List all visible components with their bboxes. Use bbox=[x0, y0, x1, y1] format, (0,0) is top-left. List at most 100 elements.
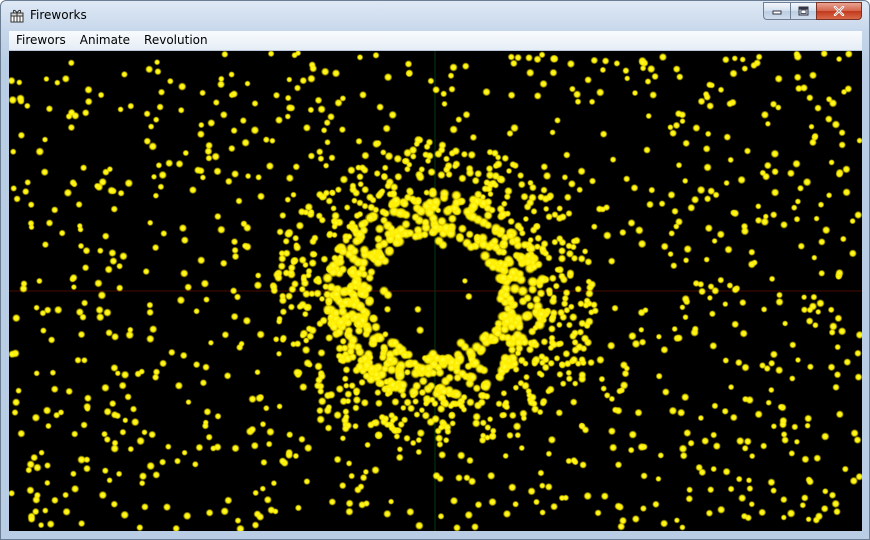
firework-particle bbox=[760, 306, 768, 313]
firework-particle bbox=[400, 404, 407, 412]
firework-particle bbox=[460, 342, 470, 352]
firework-particle bbox=[811, 132, 819, 140]
firework-particle bbox=[327, 390, 336, 400]
firework-particle bbox=[848, 249, 857, 258]
firework-particle bbox=[614, 461, 623, 469]
firework-particle bbox=[285, 173, 294, 183]
firework-particle bbox=[538, 482, 546, 490]
firework-particle bbox=[490, 236, 500, 246]
firework-particle bbox=[499, 238, 509, 248]
firework-particle bbox=[562, 494, 570, 502]
firework-particle bbox=[148, 142, 158, 151]
firework-particle bbox=[276, 228, 284, 236]
firework-particle bbox=[427, 77, 435, 85]
firework-particle bbox=[327, 260, 339, 271]
firework-particle bbox=[101, 430, 108, 438]
firework-particle bbox=[244, 172, 252, 180]
firework-particle bbox=[702, 144, 711, 153]
firework-particle bbox=[120, 370, 130, 380]
firework-particle bbox=[474, 363, 486, 375]
firework-particle bbox=[354, 326, 364, 336]
maximize-button[interactable] bbox=[790, 2, 816, 20]
firework-particle bbox=[627, 218, 636, 228]
firework-particle bbox=[748, 248, 756, 256]
firework-particle bbox=[517, 180, 526, 189]
firework-particle bbox=[119, 428, 127, 436]
firework-particle bbox=[309, 237, 317, 246]
firework-particle bbox=[516, 252, 526, 263]
firework-particle bbox=[362, 468, 370, 476]
firework-particle bbox=[259, 420, 267, 428]
firework-particle bbox=[32, 495, 41, 504]
firework-particle bbox=[463, 474, 471, 482]
menu-revolution[interactable]: Revolution bbox=[144, 33, 208, 47]
firework-particle bbox=[806, 306, 814, 314]
firework-particle bbox=[445, 228, 457, 240]
firework-particle bbox=[287, 303, 296, 311]
firework-particle bbox=[424, 157, 432, 165]
firework-particle bbox=[563, 306, 571, 314]
firework-particle bbox=[709, 341, 718, 350]
firework-particle bbox=[800, 494, 809, 502]
firework-particle bbox=[827, 306, 835, 314]
menu-animate[interactable]: Animate bbox=[79, 33, 131, 47]
firework-particle bbox=[145, 65, 154, 74]
firework-particle bbox=[685, 494, 694, 503]
firework-particle bbox=[556, 321, 563, 329]
firework-particle bbox=[525, 345, 535, 354]
firework-particle bbox=[333, 455, 342, 464]
firework-particle bbox=[372, 139, 381, 149]
firework-particle bbox=[235, 343, 244, 352]
menu-firewors[interactable]: Firewors bbox=[16, 33, 66, 47]
firework-particle bbox=[361, 359, 373, 371]
title-bar[interactable]: Fireworks bbox=[1, 1, 869, 29]
firework-particle bbox=[539, 509, 546, 516]
fireworks-canvas[interactable] bbox=[9, 51, 862, 531]
firework-particle bbox=[743, 437, 752, 446]
firework-particle bbox=[279, 334, 288, 342]
firework-particle bbox=[255, 173, 263, 181]
firework-particle bbox=[442, 422, 452, 432]
firework-particle bbox=[619, 380, 629, 390]
firework-particle bbox=[244, 80, 251, 87]
firework-particle bbox=[12, 313, 21, 323]
firework-particle bbox=[794, 356, 802, 364]
close-button[interactable] bbox=[816, 2, 862, 20]
firework-particle bbox=[182, 149, 190, 157]
firework-particle bbox=[403, 398, 412, 407]
firework-particle bbox=[838, 141, 846, 149]
firework-particle bbox=[777, 403, 785, 411]
firework-particle bbox=[423, 383, 434, 395]
firework-particle bbox=[445, 373, 455, 383]
firework-particle bbox=[631, 339, 641, 349]
firework-particle bbox=[317, 396, 327, 406]
firework-particle bbox=[201, 422, 210, 430]
firework-particle bbox=[292, 452, 300, 460]
firework-particle bbox=[583, 322, 591, 330]
firework-particle bbox=[299, 76, 308, 85]
firework-particle bbox=[77, 242, 85, 250]
firework-particle bbox=[613, 59, 621, 67]
gift-box-icon[interactable] bbox=[10, 8, 24, 23]
firework-particle bbox=[828, 322, 838, 331]
firework-particle bbox=[43, 306, 52, 314]
firework-particle bbox=[539, 399, 547, 407]
firework-particle bbox=[503, 333, 513, 343]
firework-particle bbox=[217, 225, 226, 234]
firework-particle bbox=[338, 264, 348, 274]
firework-particle bbox=[755, 53, 763, 61]
firework-particle bbox=[849, 217, 856, 225]
firework-particle bbox=[152, 470, 161, 479]
firework-particle bbox=[339, 175, 349, 184]
firework-particle bbox=[77, 330, 86, 339]
firework-particle bbox=[200, 279, 210, 288]
firework-particle bbox=[835, 268, 844, 278]
firework-particle bbox=[348, 472, 356, 480]
firework-particle bbox=[682, 313, 689, 321]
firework-particle bbox=[487, 471, 496, 480]
firework-particle bbox=[631, 514, 640, 524]
minimize-button[interactable] bbox=[763, 2, 790, 20]
firework-particle bbox=[327, 112, 335, 121]
firework-particle bbox=[739, 329, 748, 338]
firework-particle bbox=[580, 334, 590, 343]
